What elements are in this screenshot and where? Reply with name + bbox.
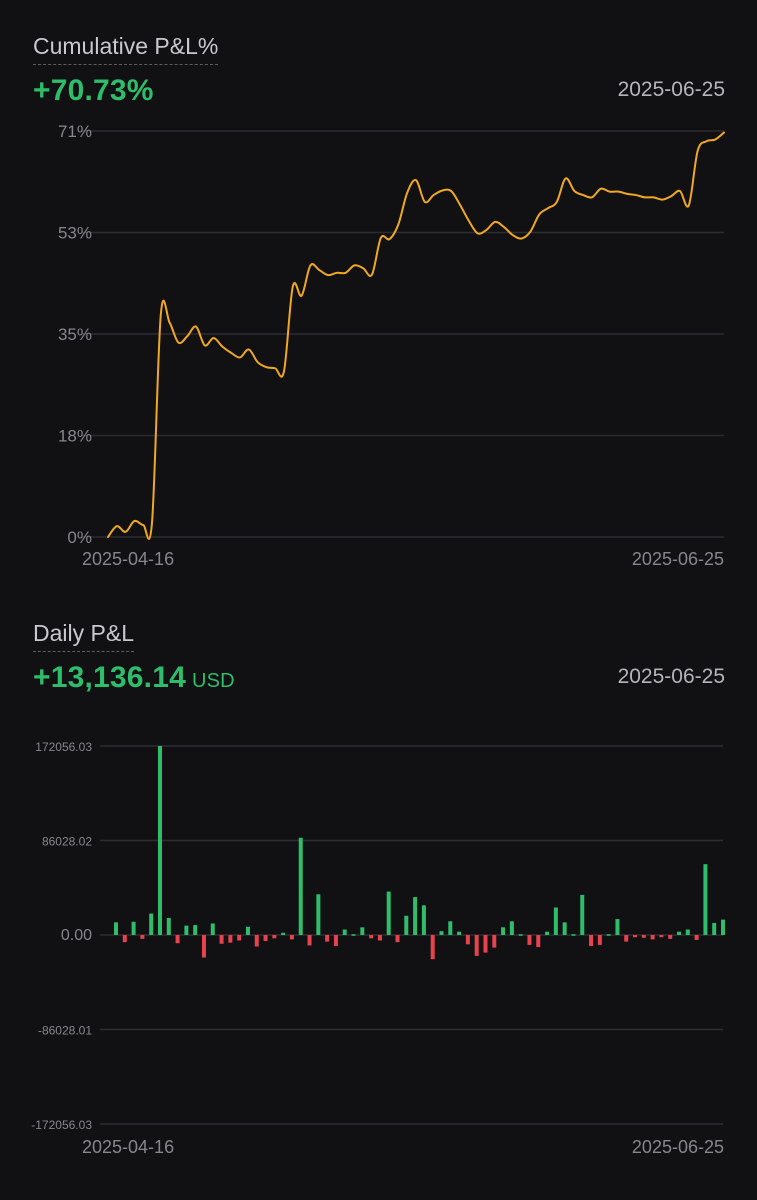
daily-pnl-bar[interactable] xyxy=(562,922,567,935)
daily-pnl-bar[interactable] xyxy=(668,935,673,939)
daily-pnl-chart[interactable]: 172056.03 86028.02 0.00 -86028.01 -172056.03… xyxy=(0,720,757,1190)
y-tick-label: -172056.03 xyxy=(31,1118,92,1132)
daily-pnl-bar[interactable] xyxy=(281,932,286,935)
daily-pnl-bar[interactable] xyxy=(641,935,646,938)
daily-pnl-bar[interactable] xyxy=(465,935,470,945)
daily-pnl-bar[interactable] xyxy=(536,935,541,948)
y-tick-label: 53% xyxy=(58,224,92,243)
daily-pnl-bar[interactable] xyxy=(114,922,118,935)
daily-pnl-bar[interactable] xyxy=(316,894,321,935)
daily-pnl-value: +13,136.14 USD xyxy=(33,661,235,695)
daily-pnl-amount: +13,136.14 xyxy=(33,661,186,694)
daily-pnl-bar[interactable] xyxy=(571,934,576,936)
daily-pnl-bar[interactable] xyxy=(677,931,682,935)
x-tick-label: 2025-04-16 xyxy=(82,1137,174,1157)
daily-pnl-bar[interactable] xyxy=(413,897,418,935)
cumulative-pnl-title[interactable]: Cumulative P&L% xyxy=(33,33,219,65)
daily-pnl-bar[interactable] xyxy=(175,935,180,944)
daily-pnl-bar[interactable] xyxy=(307,935,312,946)
daily-pnl-bar[interactable] xyxy=(386,891,391,935)
y-tick-label: 86028.02 xyxy=(42,835,92,849)
daily-pnl-bar[interactable] xyxy=(624,935,629,942)
daily-pnl-bar[interactable] xyxy=(457,931,462,935)
cumulative-pnl-line xyxy=(107,131,725,540)
daily-pnl-unit: USD xyxy=(191,670,235,692)
daily-pnl-bar[interactable] xyxy=(439,931,444,935)
daily-pnl-bar[interactable] xyxy=(492,935,497,948)
daily-pnl-bar[interactable] xyxy=(483,935,488,953)
daily-pnl-bar[interactable] xyxy=(351,934,356,936)
daily-pnl-bar[interactable] xyxy=(721,919,725,935)
daily-pnl-bar[interactable] xyxy=(545,931,550,935)
y-tick-label: -86028.01 xyxy=(38,1024,92,1038)
cumulative-pnl-value: +70.73% xyxy=(33,74,154,107)
daily-pnl-bar[interactable] xyxy=(421,905,426,935)
daily-pnl-bar[interactable] xyxy=(615,919,620,935)
daily-pnl-bar[interactable] xyxy=(518,934,523,936)
daily-pnl-bar[interactable] xyxy=(325,935,330,942)
daily-pnl-bar[interactable] xyxy=(527,935,532,945)
daily-pnl-bar[interactable] xyxy=(131,921,136,935)
daily-pnl-bar[interactable] xyxy=(184,925,189,935)
daily-pnl-bar[interactable] xyxy=(149,913,154,935)
y-tick-label: 18% xyxy=(58,427,92,446)
daily-pnl-bar[interactable] xyxy=(589,935,594,946)
daily-pnl-bar[interactable] xyxy=(166,917,171,935)
daily-pnl-bar[interactable] xyxy=(650,935,655,940)
daily-pnl-bar[interactable] xyxy=(597,935,602,945)
daily-pnl-bar[interactable] xyxy=(254,935,259,947)
x-tick-label: 2025-04-16 xyxy=(82,549,174,569)
daily-pnl-bar[interactable] xyxy=(553,907,558,935)
daily-pnl-bar[interactable] xyxy=(219,935,224,944)
daily-pnl-bar[interactable] xyxy=(448,921,453,935)
daily-pnl-bar[interactable] xyxy=(210,923,215,935)
y-tick-label: 0% xyxy=(67,528,92,547)
daily-pnl-bar[interactable] xyxy=(342,929,347,935)
daily-pnl-title[interactable]: Daily P&L xyxy=(33,620,134,652)
daily-pnl-bar[interactable] xyxy=(474,935,479,956)
daily-pnl-bar[interactable] xyxy=(501,927,506,935)
daily-pnl-bar[interactable] xyxy=(606,934,611,936)
daily-pnl-bar[interactable] xyxy=(272,935,277,939)
daily-pnl-bar[interactable] xyxy=(122,935,127,943)
daily-pnl-bar[interactable] xyxy=(404,915,409,935)
y-tick-label: 35% xyxy=(58,325,92,344)
daily-pnl-bar[interactable] xyxy=(580,894,585,935)
daily-pnl-bar[interactable] xyxy=(263,935,268,942)
daily-pnl-bar[interactable] xyxy=(659,935,664,938)
y-tick-label: 172056.03 xyxy=(35,740,92,754)
y-tick-label: 0.00 xyxy=(61,927,92,944)
daily-pnl-bar[interactable] xyxy=(201,935,206,958)
daily-pnl-bar[interactable] xyxy=(237,935,242,941)
daily-pnl-bar[interactable] xyxy=(369,935,374,939)
x-tick-label: 2025-06-25 xyxy=(632,549,724,569)
daily-pnl-bar[interactable] xyxy=(430,935,435,960)
daily-pnl-bar[interactable] xyxy=(703,864,708,935)
daily-pnl-bar[interactable] xyxy=(509,921,514,935)
daily-pnl-bar[interactable] xyxy=(333,935,338,946)
daily-pnl-bar[interactable] xyxy=(289,935,294,940)
daily-pnl-bar[interactable] xyxy=(157,746,162,935)
daily-pnl-bar[interactable] xyxy=(228,935,233,943)
daily-pnl-bar[interactable] xyxy=(712,922,717,935)
y-tick-label: 71% xyxy=(58,122,92,141)
daily-pnl-bar[interactable] xyxy=(694,935,699,940)
cumulative-pnl-chart[interactable]: 0% 18% 35% 53% 71% 2025-04-16 2025-06-25 xyxy=(0,115,757,575)
daily-pnl-bar[interactable] xyxy=(685,929,690,935)
daily-pnl-bar[interactable] xyxy=(140,935,145,939)
cumulative-pnl-date: 2025-06-25 xyxy=(617,78,725,101)
daily-pnl-bar[interactable] xyxy=(633,935,638,938)
daily-pnl-bar[interactable] xyxy=(360,927,365,935)
daily-pnl-bar[interactable] xyxy=(245,926,250,935)
daily-pnl-bar[interactable] xyxy=(298,837,303,935)
daily-pnl-bar[interactable] xyxy=(377,935,382,941)
daily-pnl-date: 2025-06-25 xyxy=(617,665,725,688)
daily-pnl-bar[interactable] xyxy=(193,925,198,935)
x-tick-label: 2025-06-25 xyxy=(632,1137,724,1157)
daily-pnl-bar[interactable] xyxy=(395,935,400,943)
